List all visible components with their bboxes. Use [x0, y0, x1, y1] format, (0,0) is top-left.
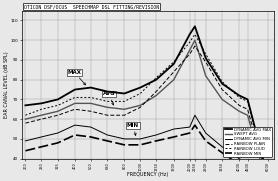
- X-axis label: FREQUENCY (Hz): FREQUENCY (Hz): [127, 172, 168, 177]
- Text: OTICON DSF/OCUS  SPEECHMAP DSL FITTING/REVISION: OTICON DSF/OCUS SPEECHMAP DSL FITTING/RE…: [24, 4, 159, 9]
- Text: MAX: MAX: [67, 70, 86, 85]
- Legend: DYNAMIC AVG MAX, SWEPT AVG, DYNAMIC AVG MIN, RAINBOW PLAIN, RAINBOW LOUD, RAINBO: DYNAMIC AVG MAX, SWEPT AVG, DYNAMIC AVG …: [224, 127, 272, 157]
- Y-axis label: EAR CANAL LEVEL (dB SPL): EAR CANAL LEVEL (dB SPL): [4, 51, 9, 118]
- Text: AVG: AVG: [103, 91, 115, 105]
- Text: MIN: MIN: [127, 123, 139, 136]
